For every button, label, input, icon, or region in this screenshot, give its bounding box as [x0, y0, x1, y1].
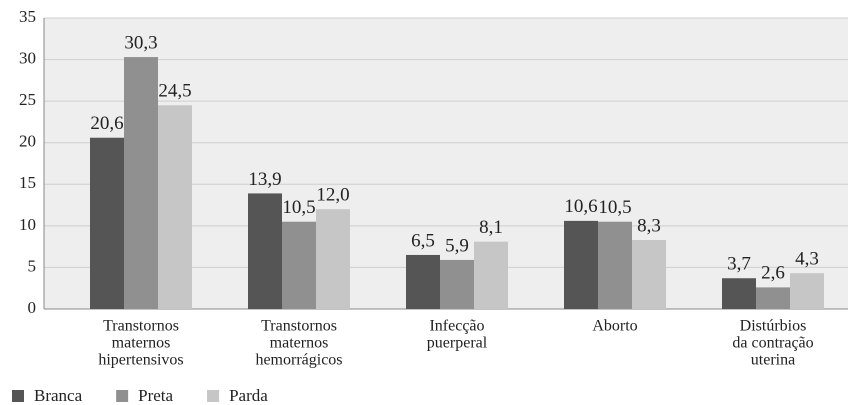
y-tick-label: 5 [28, 256, 37, 275]
y-tick-label: 0 [28, 298, 37, 317]
value-label: 2,6 [761, 263, 785, 284]
bar [564, 220, 598, 309]
bar [756, 287, 790, 309]
y-tick-label: 30 [19, 48, 36, 67]
bar [406, 254, 440, 309]
value-label: 30,3 [124, 32, 157, 53]
bar [158, 105, 192, 309]
x-tick-label: da contração [732, 335, 813, 352]
value-label: 13,9 [248, 169, 281, 190]
y-tick-label: 35 [19, 7, 36, 26]
bar [722, 278, 756, 309]
x-tick-label: Transtornos [103, 318, 179, 335]
value-label: 8,3 [637, 215, 661, 236]
x-tick-label: hemorrágicos [255, 352, 342, 369]
bar [474, 241, 508, 309]
x-tick-label: uterina [751, 352, 795, 369]
value-label: 10,5 [282, 197, 315, 218]
x-tick-label: Transtornos [261, 318, 337, 335]
legend-label: Branca [34, 386, 83, 405]
value-label: 4,3 [795, 249, 819, 270]
bar [282, 221, 316, 309]
legend-swatch [116, 390, 129, 402]
bar [440, 259, 474, 309]
x-tick-label: puerperal [427, 335, 488, 352]
bar [790, 273, 824, 309]
value-label: 6,5 [411, 230, 435, 251]
y-tick-label: 25 [19, 90, 36, 109]
bar [632, 239, 666, 309]
bar [316, 209, 350, 309]
value-label: 10,5 [598, 197, 631, 218]
legend-swatch [12, 390, 24, 402]
value-label: 12,0 [316, 185, 349, 206]
value-label: 10,6 [564, 196, 597, 217]
y-tick-label: 15 [19, 173, 36, 192]
x-tick-label: Infecção [429, 318, 484, 335]
bar [248, 193, 282, 309]
x-tick-label: hipertensivos [98, 352, 183, 369]
legend-swatch [207, 390, 220, 402]
x-tick-label: Distúrbios [740, 318, 807, 335]
value-label: 8,1 [479, 217, 503, 238]
y-tick-label: 20 [19, 132, 36, 151]
x-tick-label: Aborto [592, 318, 637, 335]
legend-label: Parda [229, 386, 268, 405]
x-tick-label: maternos [112, 335, 171, 352]
legend-label: Preta [138, 386, 173, 405]
value-label: 24,5 [158, 81, 191, 102]
value-label: 5,9 [445, 235, 469, 256]
bar [124, 57, 158, 309]
bar [598, 221, 632, 309]
value-label: 3,7 [727, 254, 751, 275]
y-tick-label: 10 [19, 215, 36, 234]
x-tick-label: maternos [270, 335, 329, 352]
bar [90, 137, 124, 309]
value-label: 20,6 [90, 113, 123, 134]
